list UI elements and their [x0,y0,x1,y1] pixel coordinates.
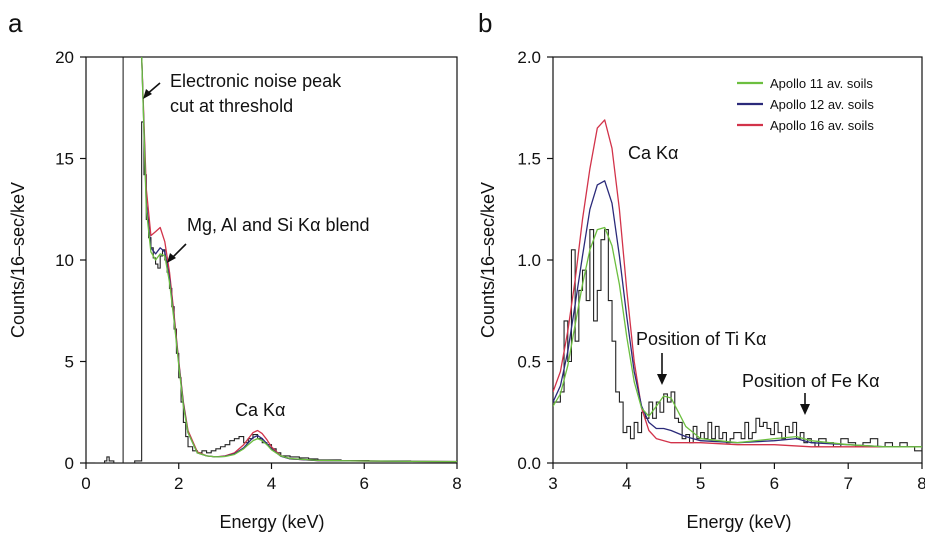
panel-a-series-apollo11 [141,57,457,463]
panel-b-x-tick-label: 3 [548,474,557,493]
panel-a-arrow-blend [167,243,187,263]
panel-a-y-axis-title: Counts/16–sec/keV [8,182,28,338]
panel-b-y-tick-label: 2.0 [517,48,541,67]
panel-a-y-tick-label: 20 [55,48,74,67]
panel-a-label: a [8,8,23,38]
panel-b-y-tick-label: 1.0 [517,251,541,270]
panel-a-y-tick-label: 5 [65,353,74,372]
panel-b-y-tick-label: 1.5 [517,150,541,169]
panel-b-legend: Apollo 11 av. soils Apollo 12 av. soils … [737,76,874,133]
panel-a-x-tick-label: 2 [174,474,183,493]
panel-a-series-apollo16 [141,57,457,463]
panel-b-annotation-ca: Ca Kα [628,143,678,163]
panel-b-x-tick-label: 7 [843,474,852,493]
panel-b-plot-area: 3 4 5 6 7 8 0.0 0.5 1.0 1.5 2.0 [517,48,925,493]
legend-label-apollo12: Apollo 12 av. soils [770,97,874,112]
panel-b-y-axis-title: Counts/16–sec/keV [478,182,498,338]
panel-a-arrow-noise [143,82,161,99]
panel-b-y-tick-label: 0.5 [517,353,541,372]
panel-b-annotation-fe: Position of Fe Kα [742,371,879,391]
panel-b-x-tick-label: 4 [622,474,631,493]
panel-a-annotation-noise-line2: cut at threshold [170,96,293,116]
panel-b-arrow-fe [800,393,810,415]
panel-a-series-apollo12 [141,57,457,463]
legend-label-apollo11: Apollo 11 av. soils [770,76,873,91]
panel-b-x-tick-label: 5 [696,474,705,493]
panel-a-annotation-blend: Mg, Al and Si Kα blend [187,215,370,235]
panel-b: b 3 4 5 6 7 8 0.0 0.5 1.0 1.5 2.0 Energy (keV) Cou… [478,8,925,532]
panel-a-plot-area: 0 2 4 6 8 0 5 10 15 20 [55,48,462,493]
panel-a-x-axis-title: Energy (keV) [219,512,324,532]
panel-b-series-apollo11 [553,226,922,448]
panel-a-y-tick-label: 15 [55,150,74,169]
panel-a-annotation-noise-line1: Electronic noise peak [170,71,342,91]
panel-a: a 0 2 4 6 8 0 5 10 15 20 Energy (keV) Counts/16–s… [8,8,462,532]
panel-b-arrow-ti [657,353,667,385]
panel-b-x-tick-label: 6 [770,474,779,493]
panel-b-y-tick-label: 0.0 [517,454,541,473]
panel-a-y-tick-label: 10 [55,251,74,270]
panel-b-series-apollo16 [553,119,922,448]
panel-b-label: b [478,8,492,38]
panel-b-x-axis-title: Energy (keV) [686,512,791,532]
panel-a-annotation-ca: Ca Kα [235,400,285,420]
panel-a-x-tick-label: 4 [267,474,276,493]
panel-b-annotation-ti: Position of Ti Kα [636,329,766,349]
panel-b-series-apollo12 [553,180,922,448]
panel-a-x-tick-label: 8 [452,474,461,493]
panel-a-y-tick-label: 0 [65,454,74,473]
panel-b-x-tick-label: 8 [917,474,925,493]
panel-a-x-tick-label: 6 [360,474,369,493]
legend-label-apollo16: Apollo 16 av. soils [770,118,874,133]
panel-a-x-tick-label: 0 [81,474,90,493]
